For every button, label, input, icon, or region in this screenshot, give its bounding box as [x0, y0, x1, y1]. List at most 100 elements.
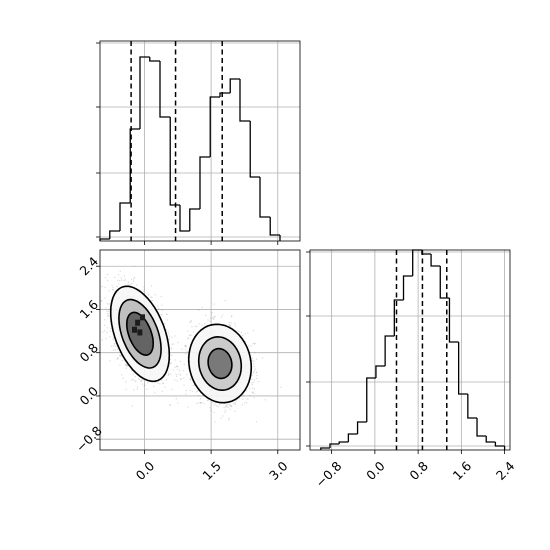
y-tick-label: 2.4 [76, 254, 101, 279]
scatter-point [143, 385, 145, 387]
scatter-point [159, 383, 161, 385]
scatter-point [187, 330, 189, 332]
scatter-point [226, 405, 228, 407]
scatter-point [184, 353, 187, 355]
scatter-point [214, 403, 216, 405]
scatter-point [172, 369, 174, 371]
scatter-point [251, 375, 253, 377]
scatter-point [133, 278, 135, 280]
histogram-bin [159, 61, 171, 118]
y-tick-label: 0.8 [76, 340, 101, 365]
scatter-point [100, 300, 103, 302]
density-core-cell [140, 314, 145, 321]
scatter-point [176, 380, 178, 382]
scatter-point [105, 307, 107, 309]
scatter-point [132, 374, 134, 376]
scatter-point [174, 359, 176, 361]
scatter-point [224, 411, 226, 414]
scatter-point [206, 399, 209, 402]
density-core-cell [137, 329, 143, 336]
scatter-point [178, 369, 181, 372]
scatter-point [251, 392, 254, 394]
histogram-bin [467, 394, 478, 419]
scatter-point [228, 419, 230, 421]
scatter-point [108, 310, 110, 312]
scatter-point [212, 401, 214, 404]
histogram-bin [129, 128, 140, 203]
scatter-point [191, 326, 193, 328]
scatter-point [125, 381, 127, 383]
scatter-point [179, 360, 181, 363]
scatter-point [238, 330, 240, 333]
scatter-point [250, 345, 252, 347]
scatter-point [158, 307, 160, 310]
scatter-point [133, 389, 135, 391]
scatter-point [247, 332, 249, 334]
scatter-point [162, 382, 164, 384]
axes-frame [309, 249, 511, 451]
scatter-point [118, 354, 121, 357]
scatter-point [117, 356, 119, 359]
scatter-point [204, 325, 206, 327]
scatter-point [222, 415, 224, 417]
scatter-point [146, 388, 148, 390]
scatter-point [231, 315, 233, 317]
scatter-point [196, 402, 198, 405]
scatter-point [210, 409, 212, 412]
scatter-point [143, 288, 145, 291]
scatter-point [130, 278, 133, 281]
scatter-point [197, 394, 200, 397]
scatter-point [151, 296, 153, 299]
scatter-point [189, 389, 191, 391]
scatter-point [178, 373, 181, 375]
scatter-point [125, 367, 127, 369]
scatter-point [209, 407, 211, 409]
scatter-point [133, 276, 136, 279]
scatter-point [161, 304, 163, 306]
scatter-point [213, 404, 215, 406]
scatter-point [104, 277, 107, 279]
scatter-point [161, 309, 163, 311]
scatter-point [162, 383, 164, 385]
scatter-point [95, 330, 96, 331]
scatter-point [199, 398, 202, 400]
scatter-point [249, 387, 251, 390]
scatter-point [183, 363, 185, 366]
scatter-point [176, 365, 178, 368]
scatter-point [189, 321, 191, 323]
histogram-bin [494, 442, 505, 447]
scatter-point [169, 373, 172, 375]
scatter-point [185, 389, 187, 392]
scatter-point [122, 377, 124, 379]
scatter-point [112, 345, 114, 347]
scatter-point [207, 399, 210, 401]
scatter-point [150, 296, 152, 298]
scatter-point [189, 334, 191, 336]
scatter-point [243, 395, 245, 397]
scatter-point [252, 387, 254, 389]
histogram-bin [347, 433, 358, 442]
histogram-bin [439, 266, 450, 299]
scatter-point [161, 314, 163, 316]
scatter-point [264, 399, 267, 401]
scatter-point [176, 365, 178, 367]
x-tick-label: 1.5 [199, 458, 224, 483]
scatter-point [170, 348, 173, 350]
scatter-point [255, 358, 258, 360]
scatter-point [129, 284, 132, 286]
scatter-point [116, 345, 118, 348]
y-tick-label: 0.0 [76, 383, 101, 408]
x-tick-label: 2.4 [493, 458, 518, 483]
scatter-point [255, 377, 258, 380]
scatter-point [151, 300, 154, 302]
scatter-point [180, 378, 182, 380]
scatter-point [246, 402, 248, 404]
scatter-point [254, 368, 256, 370]
histogram-bin [476, 418, 487, 437]
scatter-point [183, 384, 185, 386]
scatter-point [233, 403, 235, 405]
scatter-point [229, 405, 231, 407]
scatter-point [166, 319, 168, 321]
scatter-point [228, 321, 230, 323]
histogram-bin [329, 443, 340, 448]
